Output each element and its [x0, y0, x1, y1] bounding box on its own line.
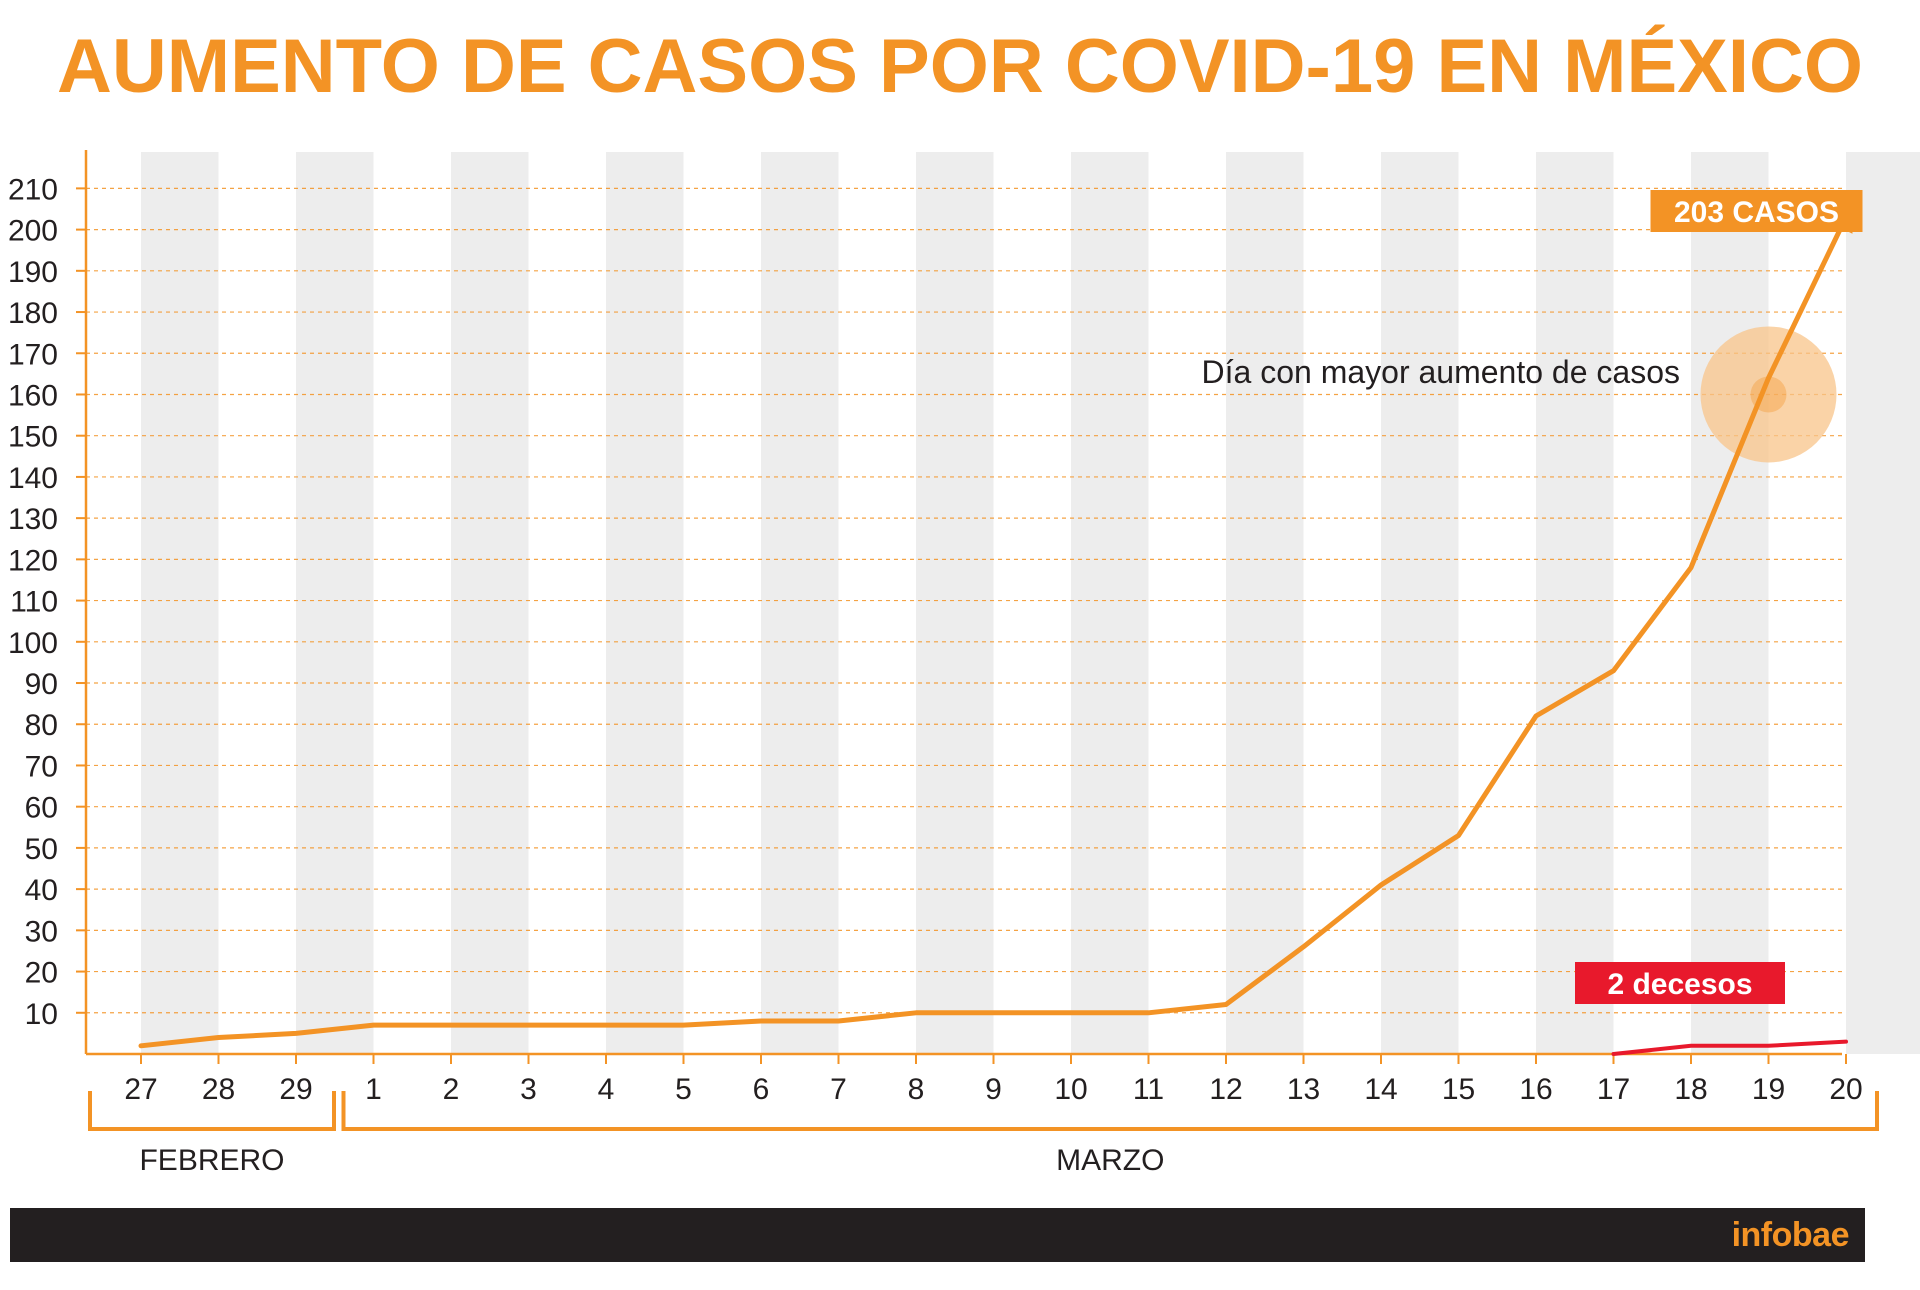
background-band — [451, 152, 529, 1054]
deaths-line — [1611, 1039, 1848, 1056]
x-tick-label: 10 — [1054, 1073, 1087, 1106]
background-band — [1691, 152, 1769, 1054]
x-tick-label: 18 — [1674, 1073, 1707, 1106]
background-band — [141, 152, 219, 1054]
x-tick-label: 20 — [1829, 1073, 1862, 1106]
x-groups: FEBRERO MARZO — [88, 1091, 1879, 1177]
x-tick-label: 28 — [202, 1073, 235, 1106]
y-tick-label: 50 — [25, 833, 58, 866]
y-tick-label: 100 — [8, 627, 58, 660]
cases-line — [138, 214, 1849, 1049]
y-tick-label: 20 — [25, 957, 58, 990]
axes — [76, 150, 1847, 1064]
cases-badge-label: 203 CASOS — [1674, 196, 1839, 229]
highlight-circle — [1700, 326, 1837, 463]
highlight-label: Día con mayor aumento de casos — [1202, 354, 1680, 390]
x-tick-label: 6 — [753, 1073, 770, 1106]
y-tick-label: 70 — [25, 750, 58, 783]
x-tick-label: 14 — [1364, 1073, 1397, 1106]
annotations: 203 CASOS Día con mayor aumento de casos 2… — [1202, 190, 1863, 1004]
x-group-bracket — [88, 1091, 336, 1131]
y-tick-label: 120 — [8, 544, 58, 577]
infobae-logo: infobae — [1731, 1216, 1850, 1254]
x-tick-label: 3 — [520, 1073, 537, 1106]
x-tick-label: 4 — [598, 1073, 615, 1106]
highlight-marker — [1700, 326, 1837, 463]
background-band — [1381, 152, 1459, 1054]
footer-bar: infobae — [10, 1208, 1865, 1262]
x-tick-label: 5 — [675, 1073, 692, 1106]
background-band — [1536, 152, 1614, 1054]
x-tick-label: 16 — [1519, 1073, 1552, 1106]
y-tick-label: 110 — [10, 586, 58, 619]
background-band — [1071, 152, 1149, 1054]
cases-badge — [1650, 190, 1863, 232]
y-tick-label: 170 — [8, 338, 58, 371]
y-tick-label: 210 — [8, 173, 58, 206]
x-tick-label: 2 — [443, 1073, 460, 1106]
y-tick-label: 180 — [8, 297, 58, 330]
y-tick-labels: 10 20 30 40 50 60 70 80 90 100 110 120 130 140 150 160 1… — [8, 173, 58, 1030]
chart-title: AUMENTO DE CASOS POR COVID-19 EN MÉXICO — [57, 24, 1863, 109]
x-tick-label: 11 — [1133, 1073, 1164, 1106]
x-tick-label: 1 — [365, 1073, 382, 1106]
x-group-label: MARZO — [1056, 1144, 1164, 1177]
x-tick-label: 8 — [908, 1073, 925, 1106]
background-band — [761, 152, 839, 1054]
x-tick-label: 15 — [1442, 1073, 1475, 1106]
x-tick-label: 27 — [124, 1073, 157, 1106]
y-tick-label: 140 — [8, 462, 58, 495]
x-tick-label: 12 — [1209, 1073, 1242, 1106]
y-tick-label: 190 — [8, 256, 58, 289]
x-tick-label: 19 — [1752, 1073, 1785, 1106]
y-tick-label: 60 — [25, 792, 58, 825]
x-tick-label: 17 — [1597, 1073, 1630, 1106]
x-tick-label: 13 — [1287, 1073, 1320, 1106]
background-band — [1226, 152, 1304, 1054]
y-tick-label: 160 — [8, 379, 58, 412]
y-tick-label: 130 — [8, 503, 58, 536]
y-tick-label: 10 — [25, 998, 58, 1031]
y-tick-label: 30 — [25, 915, 58, 948]
y-tick-label: 40 — [25, 874, 58, 907]
deaths-badge-label: 2 decesos — [1607, 968, 1752, 1001]
x-tick-label: 9 — [985, 1073, 1002, 1106]
x-group-bracket — [341, 1091, 1879, 1131]
deaths-badge — [1575, 962, 1785, 1004]
y-tick-label: 90 — [25, 668, 58, 701]
background-band — [916, 152, 994, 1054]
background-band — [606, 152, 684, 1054]
y-tick-label: 150 — [8, 421, 58, 454]
x-tick-labels: 27 28 29 1 2 3 4 5 6 7 8 9 10 11 12 13 14 15 16 17 18 19 20 — [124, 1073, 1862, 1106]
background-band — [296, 152, 374, 1054]
x-tick-label: 7 — [830, 1073, 847, 1106]
x-group-label: FEBRERO — [139, 1144, 284, 1177]
x-tick-label: 29 — [279, 1073, 312, 1106]
y-tick-label: 200 — [8, 215, 58, 248]
y-tick-label: 80 — [25, 709, 58, 742]
background-band — [1846, 152, 1920, 1054]
background-bands — [141, 152, 1920, 1054]
